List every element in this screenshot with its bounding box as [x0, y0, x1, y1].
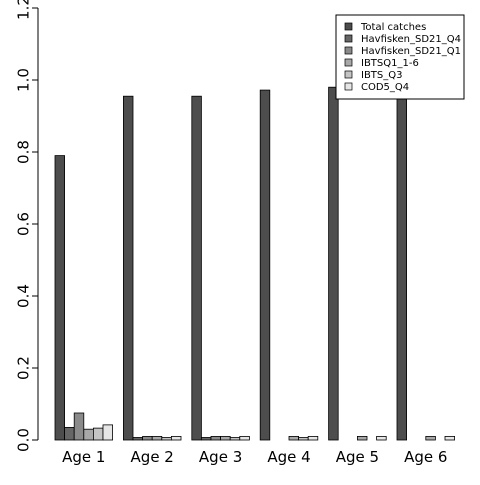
y-tick-label: 0.0 — [15, 428, 33, 452]
legend-label: IBTSQ1_1-6 — [361, 58, 419, 69]
bar-age-1-series-3 — [73, 412, 85, 441]
legend-swatch — [344, 46, 353, 55]
legend-label: Havfisken_SD21_Q4 — [361, 34, 461, 45]
legend: Total catchesHavfisken_SD21_Q4Havfisken_… — [335, 14, 465, 100]
x-category-label: Age 6 — [404, 448, 447, 466]
x-category-label: Age 2 — [131, 448, 174, 466]
bar-age-1-series-6 — [102, 424, 114, 441]
bar-age-2-series-4 — [151, 435, 163, 441]
legend-swatch — [344, 22, 353, 31]
bar-age-5-series-6 — [376, 435, 387, 441]
bar-age-2-series-1 — [123, 95, 134, 441]
bar-age-1-series-5 — [93, 427, 104, 441]
y-tick-label: 0.2 — [15, 356, 33, 380]
x-category-label: Age 1 — [62, 448, 105, 466]
bar-age-1-series-2 — [64, 426, 75, 441]
bar-age-4-series-1 — [259, 89, 271, 441]
bar-age-2-series-6 — [170, 435, 182, 441]
bar-age-6-series-6 — [444, 435, 456, 441]
bar-age-5-series-1 — [328, 86, 339, 441]
x-category-label: Age 5 — [336, 448, 379, 466]
x-axis-labels: Age 1 Age 2 Age 3 Age 4 Age 5 Age 6 — [62, 448, 447, 466]
bar-age-3-series-1 — [191, 95, 202, 441]
bar-age-2-series-3 — [142, 435, 153, 441]
legend-label: IBTS_Q3 — [361, 70, 403, 81]
legend-swatch — [344, 70, 353, 79]
bar-age-6-series-1 — [396, 86, 408, 441]
y-axis: 0.0 0.2 0.4 0.6 0.8 1.0 1.2 — [15, 0, 39, 452]
y-tick-label: 0.8 — [15, 140, 33, 164]
bar-age-4-series-5 — [298, 437, 309, 441]
bar-age-3-series-6 — [239, 435, 250, 441]
legend-label: Total catches — [360, 22, 426, 33]
bar-age-3-series-2 — [200, 437, 212, 441]
legend-swatch — [344, 82, 353, 91]
y-tick-label: 1.0 — [15, 68, 33, 92]
legend-swatch — [344, 34, 353, 43]
bar-age-5-series-4 — [356, 435, 368, 441]
bar-age-4-series-4 — [288, 435, 300, 441]
legend-box — [335, 14, 465, 100]
bar-age-2-series-5 — [161, 437, 172, 441]
bar-age-4-series-6 — [307, 435, 319, 441]
bar-age-3-series-3 — [210, 435, 222, 441]
y-tick-label: 1.2 — [15, 0, 33, 20]
legend-label: Havfisken_SD21_Q1 — [361, 46, 461, 57]
bar-age-3-series-5 — [229, 437, 241, 441]
bar-age-1-series-1 — [54, 155, 66, 441]
x-category-label: Age 3 — [199, 448, 242, 466]
legend-swatch — [344, 58, 353, 67]
bar-age-6-series-4 — [425, 435, 436, 441]
x-category-label: Age 4 — [267, 448, 310, 466]
bar-age-1-series-4 — [83, 428, 94, 441]
bar-age-3-series-4 — [220, 435, 231, 441]
bar-age-2-series-2 — [132, 437, 144, 441]
legend-label: COD5_Q4 — [361, 82, 409, 93]
y-tick-label: 0.4 — [15, 284, 33, 308]
bars — [54, 86, 456, 441]
y-tick-label: 0.6 — [15, 212, 33, 236]
